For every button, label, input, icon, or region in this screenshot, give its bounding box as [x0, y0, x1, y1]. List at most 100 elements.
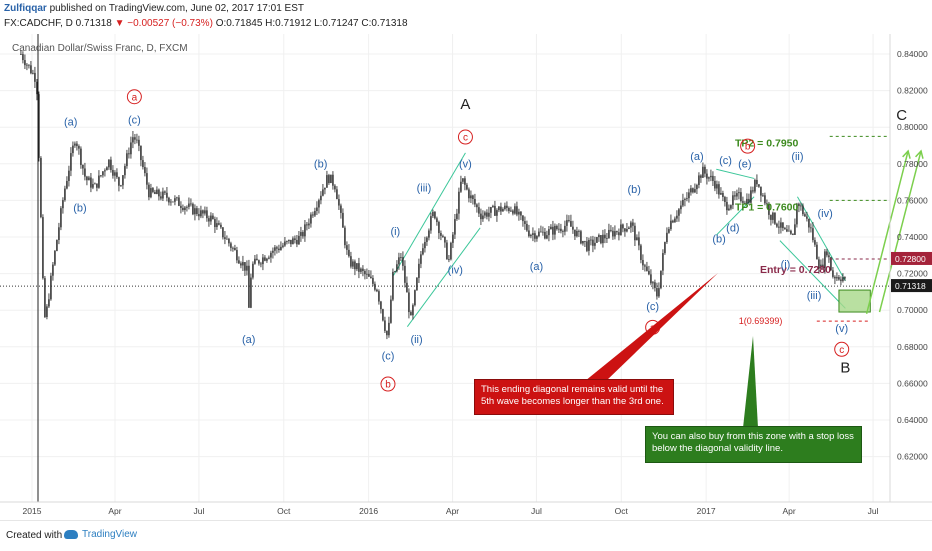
candle-body [270, 252, 272, 258]
candle-body [618, 232, 620, 236]
candle-body [576, 230, 578, 237]
candle-body [156, 189, 158, 194]
candle-body [94, 183, 96, 185]
candle-body [536, 236, 538, 239]
candle-body [36, 81, 38, 95]
candle-body [624, 228, 626, 232]
price-axis[interactable]: 0.84000 0.82000 0.80000 0.78000 0.76000 0.740… [891, 49, 932, 462]
tradingview-logo[interactable]: TradingView [64, 529, 137, 540]
candle-body [82, 164, 84, 169]
candle-body [674, 218, 676, 223]
author-link[interactable]: Zulfiqqar [4, 3, 47, 14]
candle-body [742, 201, 744, 203]
candle-body [662, 253, 664, 271]
candle-body [468, 189, 470, 199]
candle-body [294, 238, 296, 240]
wave-label: c [839, 345, 844, 356]
candle-body [488, 212, 490, 217]
candle-body [308, 223, 310, 226]
wave-label: (a) [242, 334, 255, 346]
level-label: Entry = 0.7280 [760, 264, 831, 276]
y-tick-label: 0.72000 [897, 269, 928, 279]
candle-body [374, 283, 376, 290]
candle-body [42, 217, 44, 279]
candle-body [730, 205, 732, 209]
wave-label: (iv) [448, 265, 463, 277]
candle-body [366, 273, 368, 275]
candle-body [252, 263, 254, 278]
y-tick-label: 0.84000 [897, 49, 928, 59]
candle-body [48, 299, 50, 307]
candle-body [494, 205, 496, 216]
candle-body [104, 170, 106, 172]
candle-body [700, 175, 702, 178]
x-tick-label: Jul [193, 506, 204, 516]
candle-body [482, 215, 484, 220]
candle-body [360, 268, 362, 272]
time-axis[interactable]: 2015AprJulOct2016AprJulOct2017AprJulOct [23, 506, 932, 516]
callout-pointers [585, 273, 758, 428]
candle-body [68, 170, 70, 181]
candle-body [828, 255, 830, 258]
candle-body [554, 225, 556, 235]
candle-body [422, 248, 424, 255]
candle-body [518, 211, 520, 215]
candle-body [540, 231, 542, 233]
candle-body [354, 261, 356, 270]
wave-label: (b) [73, 202, 86, 214]
candle-body [54, 250, 56, 265]
candle-body [326, 175, 328, 188]
candle-body [396, 264, 398, 272]
candlesticks [20, 50, 846, 340]
footer: Created with TradingView [0, 520, 932, 551]
wave-label: b [385, 380, 391, 391]
candle-body [434, 211, 436, 219]
candle-body [724, 197, 726, 202]
candle-body [560, 228, 562, 232]
candle-body [472, 195, 474, 200]
candle-body [372, 277, 374, 284]
symbol-info: FX:CADCHF, D 0.71318 [4, 18, 112, 29]
wave-label: (b) [627, 184, 640, 196]
candle-body [832, 270, 834, 277]
candle-body [524, 221, 526, 224]
candle-body [40, 157, 42, 218]
candle-body [174, 198, 176, 202]
candle-body [806, 216, 808, 219]
candle-body [710, 175, 712, 178]
candle-body [180, 205, 182, 208]
x-tick-label: 2016 [359, 506, 378, 516]
candle-body [446, 242, 448, 260]
candle-body [296, 239, 298, 245]
candle-body [408, 292, 410, 313]
candle-body [172, 201, 174, 203]
wave-channels [393, 152, 846, 327]
wave-label: C [896, 107, 907, 124]
candle-body [312, 214, 314, 216]
wave-label: (v) [459, 158, 472, 170]
candle-body [704, 166, 706, 174]
candle-body [292, 238, 294, 245]
candle-body [136, 139, 138, 141]
x-tick-label: Apr [108, 506, 121, 516]
candle-body [592, 239, 594, 246]
candle-body [528, 230, 530, 237]
wave-label: (a) [64, 116, 77, 128]
candle-body [426, 237, 428, 242]
candle-body [632, 222, 634, 226]
candle-body [196, 208, 198, 215]
candle-body [158, 189, 160, 197]
y-tick-label: 0.70000 [897, 305, 928, 315]
candle-body [200, 210, 202, 217]
candle-body [532, 233, 534, 235]
wave-label: (e) [738, 158, 751, 170]
candle-body [230, 243, 232, 248]
candle-body [190, 203, 192, 205]
candle-body [128, 153, 130, 155]
candle-body [74, 143, 76, 146]
arrow-head [915, 149, 924, 159]
candle-body [816, 244, 818, 260]
candle-body [820, 264, 822, 269]
candle-body [780, 222, 782, 228]
